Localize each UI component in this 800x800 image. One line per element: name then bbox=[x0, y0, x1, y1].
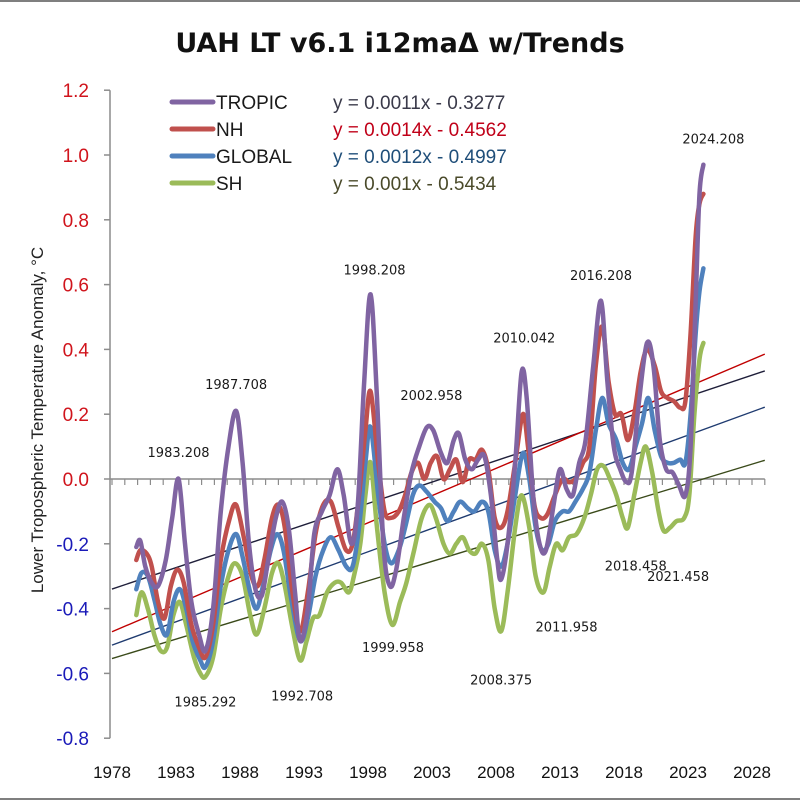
x-tick-label: 1998 bbox=[349, 763, 387, 782]
series-line-sh bbox=[134, 340, 706, 680]
x-tick-label: 1993 bbox=[285, 763, 323, 782]
annotation-label: 2018.458 bbox=[605, 560, 667, 575]
x-tick-label: 1978 bbox=[93, 763, 131, 782]
series-line-tropic bbox=[134, 162, 706, 654]
legend-trend-equation: y = 0.0012x - 0.4997 bbox=[333, 147, 507, 168]
legend-item-tropic: TROPIC y = 0.0011x - 0.3277 bbox=[169, 93, 505, 114]
y-tick-label: 0.8 bbox=[63, 211, 89, 232]
series-lines bbox=[134, 162, 706, 680]
y-tick-label: -0.2 bbox=[56, 535, 89, 556]
annotations: 1983.208 1987.708 1985.292 1992.708 1998.208… bbox=[148, 133, 745, 711]
x-tick-label: 2028 bbox=[733, 763, 771, 782]
y-axis-label: Lower Tropospheric Temperature Anomaly, … bbox=[28, 247, 47, 593]
chart-title: UAH LT v6.1 i12maΔ w/Trends bbox=[175, 28, 624, 59]
annotation-label: 2010.042 bbox=[493, 332, 555, 347]
legend-label: GLOBAL bbox=[216, 147, 292, 168]
y-tick-label: 0.0 bbox=[63, 470, 89, 491]
y-tick-label: 0.2 bbox=[63, 405, 89, 426]
y-tick-label: 0.6 bbox=[63, 276, 89, 297]
legend-label: NH bbox=[216, 120, 243, 141]
frame-bottom-border bbox=[0, 798, 800, 800]
frame-top-border bbox=[0, 0, 800, 2]
legend-item-global: GLOBAL y = 0.0012x - 0.4997 bbox=[169, 147, 507, 168]
x-tick-label: 2008 bbox=[477, 763, 515, 782]
annotation-label: 1992.708 bbox=[271, 689, 333, 704]
y-tick-label: 0.4 bbox=[63, 340, 90, 361]
legend-item-sh: SH y = 0.001x - 0.5434 bbox=[169, 174, 497, 195]
annotation-label: 1985.292 bbox=[174, 696, 236, 711]
legend-item-nh: NH y = 0.0014x - 0.4562 bbox=[169, 120, 507, 141]
legend-label: SH bbox=[216, 174, 242, 195]
annotation-label: 2016.208 bbox=[570, 269, 632, 284]
legend: TROPIC y = 0.0011x - 0.3277 NH y = 0.0014x … bbox=[169, 93, 507, 195]
legend-trend-equation: y = 0.0014x - 0.4562 bbox=[333, 120, 507, 141]
y-tick-label: -0.4 bbox=[56, 600, 89, 621]
x-tick-label: 1988 bbox=[221, 763, 259, 782]
legend-trend-equation: y = 0.001x - 0.5434 bbox=[333, 174, 497, 195]
annotation-label: 1983.208 bbox=[148, 446, 210, 461]
annotation-label: 2024.208 bbox=[682, 133, 744, 148]
x-tick-label: 2003 bbox=[413, 763, 451, 782]
legend-label: TROPIC bbox=[216, 93, 288, 114]
legend-trend-equation: y = 0.0011x - 0.3277 bbox=[333, 93, 505, 114]
y-tick-label: -0.8 bbox=[56, 729, 89, 750]
annotation-label: 2021.458 bbox=[647, 570, 709, 585]
series-line-global bbox=[134, 266, 706, 671]
x-tick-label: 2018 bbox=[605, 763, 643, 782]
annotation-label: 2011.958 bbox=[536, 620, 598, 635]
x-tick-label: 1983 bbox=[157, 763, 195, 782]
annotation-label: 1999.958 bbox=[362, 641, 424, 656]
annotation-label: 2008.375 bbox=[470, 673, 532, 688]
y-tick-label: 1.0 bbox=[63, 146, 89, 167]
y-tick-label: -0.6 bbox=[56, 664, 89, 685]
series-line-nh bbox=[134, 191, 706, 661]
y-tick-label: 1.2 bbox=[63, 81, 89, 102]
annotation-label: 1987.708 bbox=[205, 378, 267, 393]
x-tick-label: 2013 bbox=[541, 763, 579, 782]
x-tick-label: 2023 bbox=[669, 763, 707, 782]
annotation-label: 2002.958 bbox=[400, 389, 462, 404]
axes: 1.2 1.0 0.8 0.6 0.4 0.2 0.0 -0.2 -0.4 -0.6 -0.8197… bbox=[56, 81, 771, 782]
annotation-label: 1998.208 bbox=[344, 263, 406, 278]
